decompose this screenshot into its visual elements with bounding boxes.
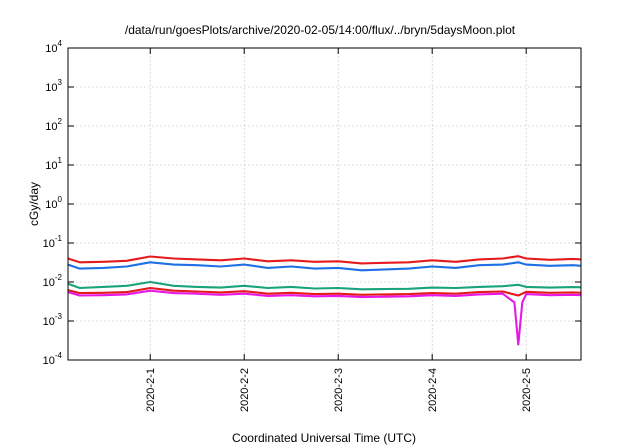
y-tick-label: 10-1 (43, 234, 63, 250)
y-tick-base: 10 (43, 355, 55, 367)
y-tick-base: 10 (43, 238, 55, 250)
x-tick-label: 2020-2-4 (427, 368, 439, 412)
y-tick-exponent: 1 (58, 156, 63, 165)
y-tick-base: 10 (43, 277, 55, 289)
series-line-3 (67, 280, 582, 291)
series-line-5 (67, 289, 582, 346)
y-tick-label: 103 (45, 78, 62, 94)
x-tick-label: 2020-2-5 (521, 368, 533, 412)
y-tick-base: 10 (45, 199, 57, 211)
y-tick-label: 104 (45, 39, 62, 55)
y-tick-exponent: -4 (55, 351, 63, 360)
gridlines (68, 48, 581, 360)
series-line-4 (67, 286, 582, 297)
series-line-1 (67, 255, 582, 265)
y-tick-exponent: 4 (58, 39, 63, 48)
x-tick-label: 2020-2-1 (145, 368, 157, 412)
y-tick-base: 10 (45, 82, 57, 94)
y-tick-label: 100 (45, 195, 62, 211)
y-tick-exponent: 3 (58, 78, 63, 87)
series-line-2 (67, 261, 582, 272)
y-tick-exponent: -1 (55, 234, 63, 243)
y-tick-base: 10 (43, 316, 55, 328)
y-tick-base: 10 (45, 121, 57, 133)
y-tick-exponent: 0 (58, 195, 63, 204)
x-tick-label: 2020-2-3 (333, 368, 345, 412)
series-lines (67, 255, 582, 346)
y-tick-exponent: -3 (55, 312, 63, 321)
y-tick-exponent: -2 (55, 273, 63, 282)
chart-title: /data/run/goesPlots/archive/2020-02-05/1… (125, 23, 516, 37)
y-tick-label: 101 (45, 156, 62, 172)
y-tick-exponent: 2 (58, 117, 63, 126)
y-tick-label: 10-3 (43, 312, 63, 328)
y-axis-label: cGy/day (27, 182, 41, 226)
y-tick-label: 102 (45, 117, 62, 133)
y-tick-label: 10-2 (43, 273, 63, 289)
x-tick-label: 2020-2-2 (239, 368, 251, 412)
x-axis-label: Coordinated Universal Time (UTC) (232, 431, 416, 445)
y-tick-label: 10-4 (43, 351, 63, 367)
y-tick-base: 10 (45, 43, 57, 55)
y-tick-base: 10 (45, 160, 57, 172)
